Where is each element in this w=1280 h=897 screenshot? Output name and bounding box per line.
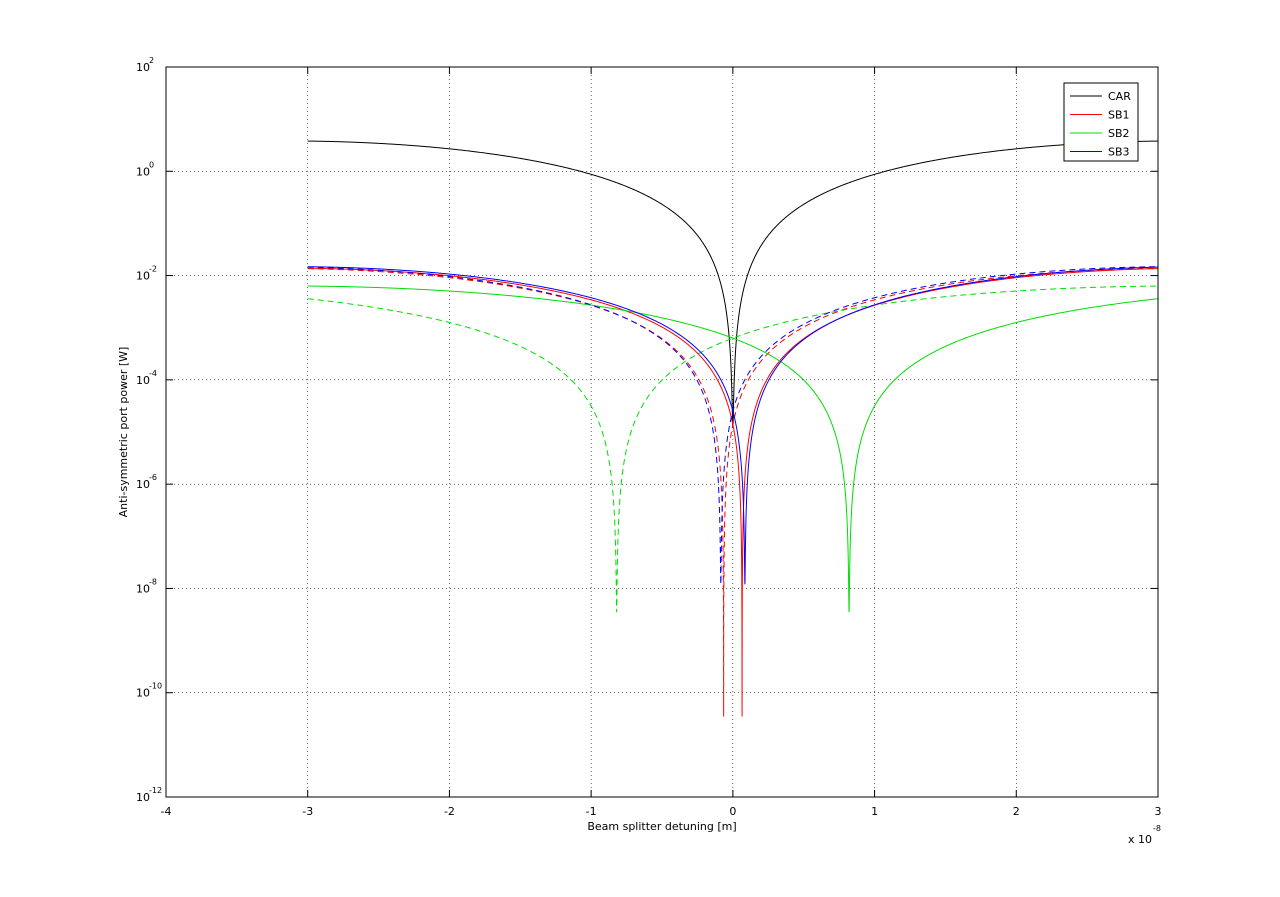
legend-label: CAR — [1108, 90, 1131, 103]
x-tick-label: -4 — [161, 805, 172, 818]
series-line-sb3-solid — [307, 266, 1159, 585]
y-axis-label: Anti-symmetric port power [W] — [117, 347, 130, 518]
x-tick-label: 3 — [1155, 805, 1162, 818]
series-line-sb1-solid — [307, 267, 1159, 717]
legend-label: SB2 — [1108, 127, 1130, 140]
y-tick-label-base: 10 — [136, 61, 150, 74]
y-tick-label-base: 10 — [136, 687, 150, 700]
grid-lines — [166, 67, 1158, 797]
y-tick-label-base: 10 — [136, 791, 150, 804]
legend-label: SB3 — [1108, 146, 1130, 159]
plot-area-frame — [165, 66, 1159, 798]
y-tick-label-exponent: 0 — [149, 160, 154, 169]
series-line-sb2-dashed — [307, 285, 1159, 613]
series-line-sb1-dashed — [307, 267, 1159, 717]
x-tick-labels: -4 -3 -2 -1 0 1 2 3 — [161, 805, 1162, 818]
y-tick-label-exponent: -8 — [149, 577, 157, 586]
x-tick-label: 0 — [729, 805, 736, 818]
legend-label: SB1 — [1108, 109, 1130, 122]
y-tick-label-base: 10 — [136, 270, 150, 283]
tick-marks — [165, 66, 1159, 798]
y-tick-label-exponent: 2 — [149, 56, 154, 65]
x-tick-label: -2 — [444, 805, 455, 818]
legend: CAR SB1 SB2 SB3 — [1063, 82, 1139, 162]
x-tick-label: 1 — [871, 805, 878, 818]
x-tick-label: 2 — [1013, 805, 1020, 818]
y-tick-label-base: 10 — [136, 374, 150, 387]
series-line-car-solid — [307, 140, 1159, 428]
series-line-sb3-dashed — [307, 266, 1159, 585]
y-tick-label-exponent: -4 — [149, 369, 157, 378]
series-line-sb2-solid — [307, 285, 1159, 613]
series-lines — [307, 140, 1159, 717]
x-tick-label: -1 — [586, 805, 597, 818]
y-tick-label-exponent: -12 — [149, 786, 162, 795]
x-axis-label: Beam splitter detuning [m] — [587, 820, 736, 833]
y-tick-label-exponent: -2 — [149, 265, 157, 274]
y-tick-label-base: 10 — [136, 478, 150, 491]
x-multiplier-exponent: -8 — [1153, 824, 1161, 833]
y-tick-label-exponent: -10 — [149, 682, 162, 691]
y-tick-label-base: 10 — [136, 582, 150, 595]
y-tick-label-exponent: -6 — [149, 473, 157, 482]
x-tick-label: -3 — [302, 805, 313, 818]
y-tick-label-base: 10 — [136, 165, 150, 178]
x-multiplier-label: x 10 — [1128, 833, 1152, 846]
